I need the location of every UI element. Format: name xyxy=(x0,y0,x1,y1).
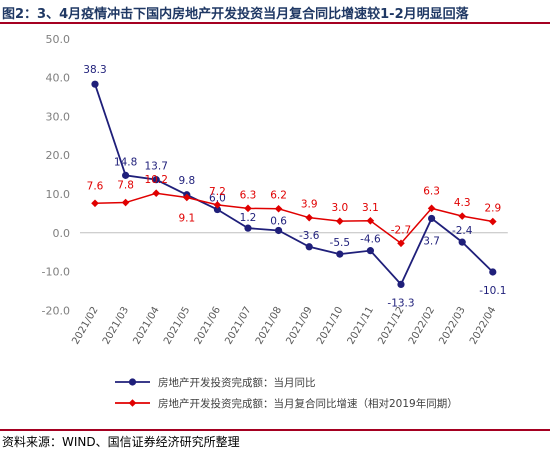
data-label: 2.9 xyxy=(484,203,501,215)
y-tick-label: -10.0 xyxy=(42,266,70,279)
series-layer: 38.3 14.8 13.7 9.8 6.0 1.2 0.6 -3.6 -5.5 -4.6 -13.… xyxy=(83,64,506,309)
data-point xyxy=(427,204,436,213)
data-label: 1.2 xyxy=(240,212,257,224)
x-tick-label: 2021/11 xyxy=(346,305,376,346)
data-label: -13.3 xyxy=(387,297,414,309)
y-tick-label: 20.0 xyxy=(46,149,71,162)
x-tick-label: 2022/02 xyxy=(407,305,437,346)
data-label: 14.8 xyxy=(114,156,137,168)
data-point xyxy=(91,80,99,88)
data-label: -10.1 xyxy=(479,285,506,297)
x-tick-label: 2021/09 xyxy=(284,305,314,346)
data-point xyxy=(458,212,466,220)
data-point xyxy=(397,239,405,248)
data-label: 0.6 xyxy=(270,215,287,227)
data-point xyxy=(489,217,497,226)
legend-label: 房地产开发投资完成额：当月同比 xyxy=(158,376,316,389)
y-tick-label: -20.0 xyxy=(42,304,70,317)
data-point xyxy=(244,224,252,232)
data-label: 6.3 xyxy=(423,185,440,197)
series-line xyxy=(94,83,494,287)
data-point xyxy=(336,217,344,225)
legend: 房地产开发投资完成额：当月同比房地产开发投资完成额：当月复合同比增速（相对201… xyxy=(115,376,458,410)
data-point xyxy=(213,201,222,209)
data-label: 3.7 xyxy=(423,235,440,247)
x-tick-label: 2021/07 xyxy=(223,305,253,346)
data-point xyxy=(275,226,283,235)
data-point xyxy=(122,171,130,179)
data-label: 3.0 xyxy=(331,202,348,214)
y-tick-label: 40.0 xyxy=(46,72,71,85)
x-tick-label: 2021/10 xyxy=(315,305,345,346)
data-label: 7.2 xyxy=(209,186,226,198)
y-tick-label: 10.0 xyxy=(46,188,71,201)
data-point xyxy=(274,204,283,213)
data-point xyxy=(428,214,436,223)
x-tick-label: 2022/03 xyxy=(437,305,467,346)
x-axis: 2021/02 2021/03 2021/04 2021/05 2021/06 2021/… xyxy=(70,232,508,346)
data-point xyxy=(183,193,191,202)
data-label: -2.4 xyxy=(452,225,473,237)
legend-marker xyxy=(128,378,137,386)
data-point xyxy=(213,205,221,214)
data-label: 7.6 xyxy=(87,180,104,192)
data-label: 3.9 xyxy=(301,199,318,211)
data-label: 9.1 xyxy=(178,212,195,224)
data-label: 9.8 xyxy=(178,175,195,187)
data-point xyxy=(397,280,405,289)
chart-title: 图2：3、4月疫情冲击下国内房地产开发投资当月复合同比增速较1-2月明显回落 xyxy=(2,7,469,22)
y-tick-label: 50.0 xyxy=(46,33,71,46)
data-point xyxy=(336,250,344,258)
x-tick-label: 2022/04 xyxy=(468,305,498,346)
title-rule xyxy=(0,22,550,24)
data-label: -3.6 xyxy=(299,230,320,242)
data-point xyxy=(152,189,160,198)
x-tick-label: 2021/03 xyxy=(101,305,131,346)
data-point xyxy=(489,268,497,276)
data-point xyxy=(91,199,99,208)
x-tick-label: 2021/12 xyxy=(376,305,406,346)
data-label: 4.3 xyxy=(454,197,471,209)
data-label: 13.7 xyxy=(145,161,168,173)
data-label: 10.2 xyxy=(145,174,168,186)
data-point xyxy=(152,176,160,184)
data-point xyxy=(305,213,313,222)
x-tick-label: 2021/05 xyxy=(162,305,192,346)
data-label: 6.2 xyxy=(270,190,287,202)
data-point xyxy=(121,198,130,207)
data-label: -2.7 xyxy=(391,224,412,236)
data-label: 7.8 xyxy=(117,180,134,192)
x-tick-label: 2021/06 xyxy=(193,305,223,346)
y-axis: 50.0 40.0 30.0 20.0 10.0 0.0 -10.0 -20.0 xyxy=(42,33,70,318)
data-point xyxy=(366,247,374,255)
series-line xyxy=(94,192,493,245)
legend-marker xyxy=(128,399,137,407)
y-tick-label: 0.0 xyxy=(53,227,71,240)
data-label: -5.5 xyxy=(330,237,351,249)
data-label: 3.1 xyxy=(362,202,379,214)
data-point xyxy=(244,204,252,213)
data-point xyxy=(366,216,375,225)
y-tick-label: 30.0 xyxy=(46,110,71,123)
x-tick-label: 2021/08 xyxy=(254,305,284,346)
x-tick-label: 2021/04 xyxy=(131,305,161,346)
data-label: 38.3 xyxy=(83,64,106,76)
footer-rule xyxy=(0,429,550,431)
x-tick-label: 2021/02 xyxy=(70,305,100,346)
line-chart: 50.0 40.0 30.0 20.0 10.0 0.0 -10.0 -20.0 2021/0… xyxy=(42,33,508,410)
legend-label: 房地产开发投资完成额：当月复合同比增速（相对2019年同期） xyxy=(158,397,458,410)
data-label: 6.3 xyxy=(240,189,257,201)
data-label: -4.6 xyxy=(360,234,381,246)
data-point xyxy=(305,243,313,251)
source-note: 资料来源：WIND、国信证券经济研究所整理 xyxy=(2,435,240,449)
data-label: 6.0 xyxy=(209,193,226,205)
data-point xyxy=(458,238,466,246)
